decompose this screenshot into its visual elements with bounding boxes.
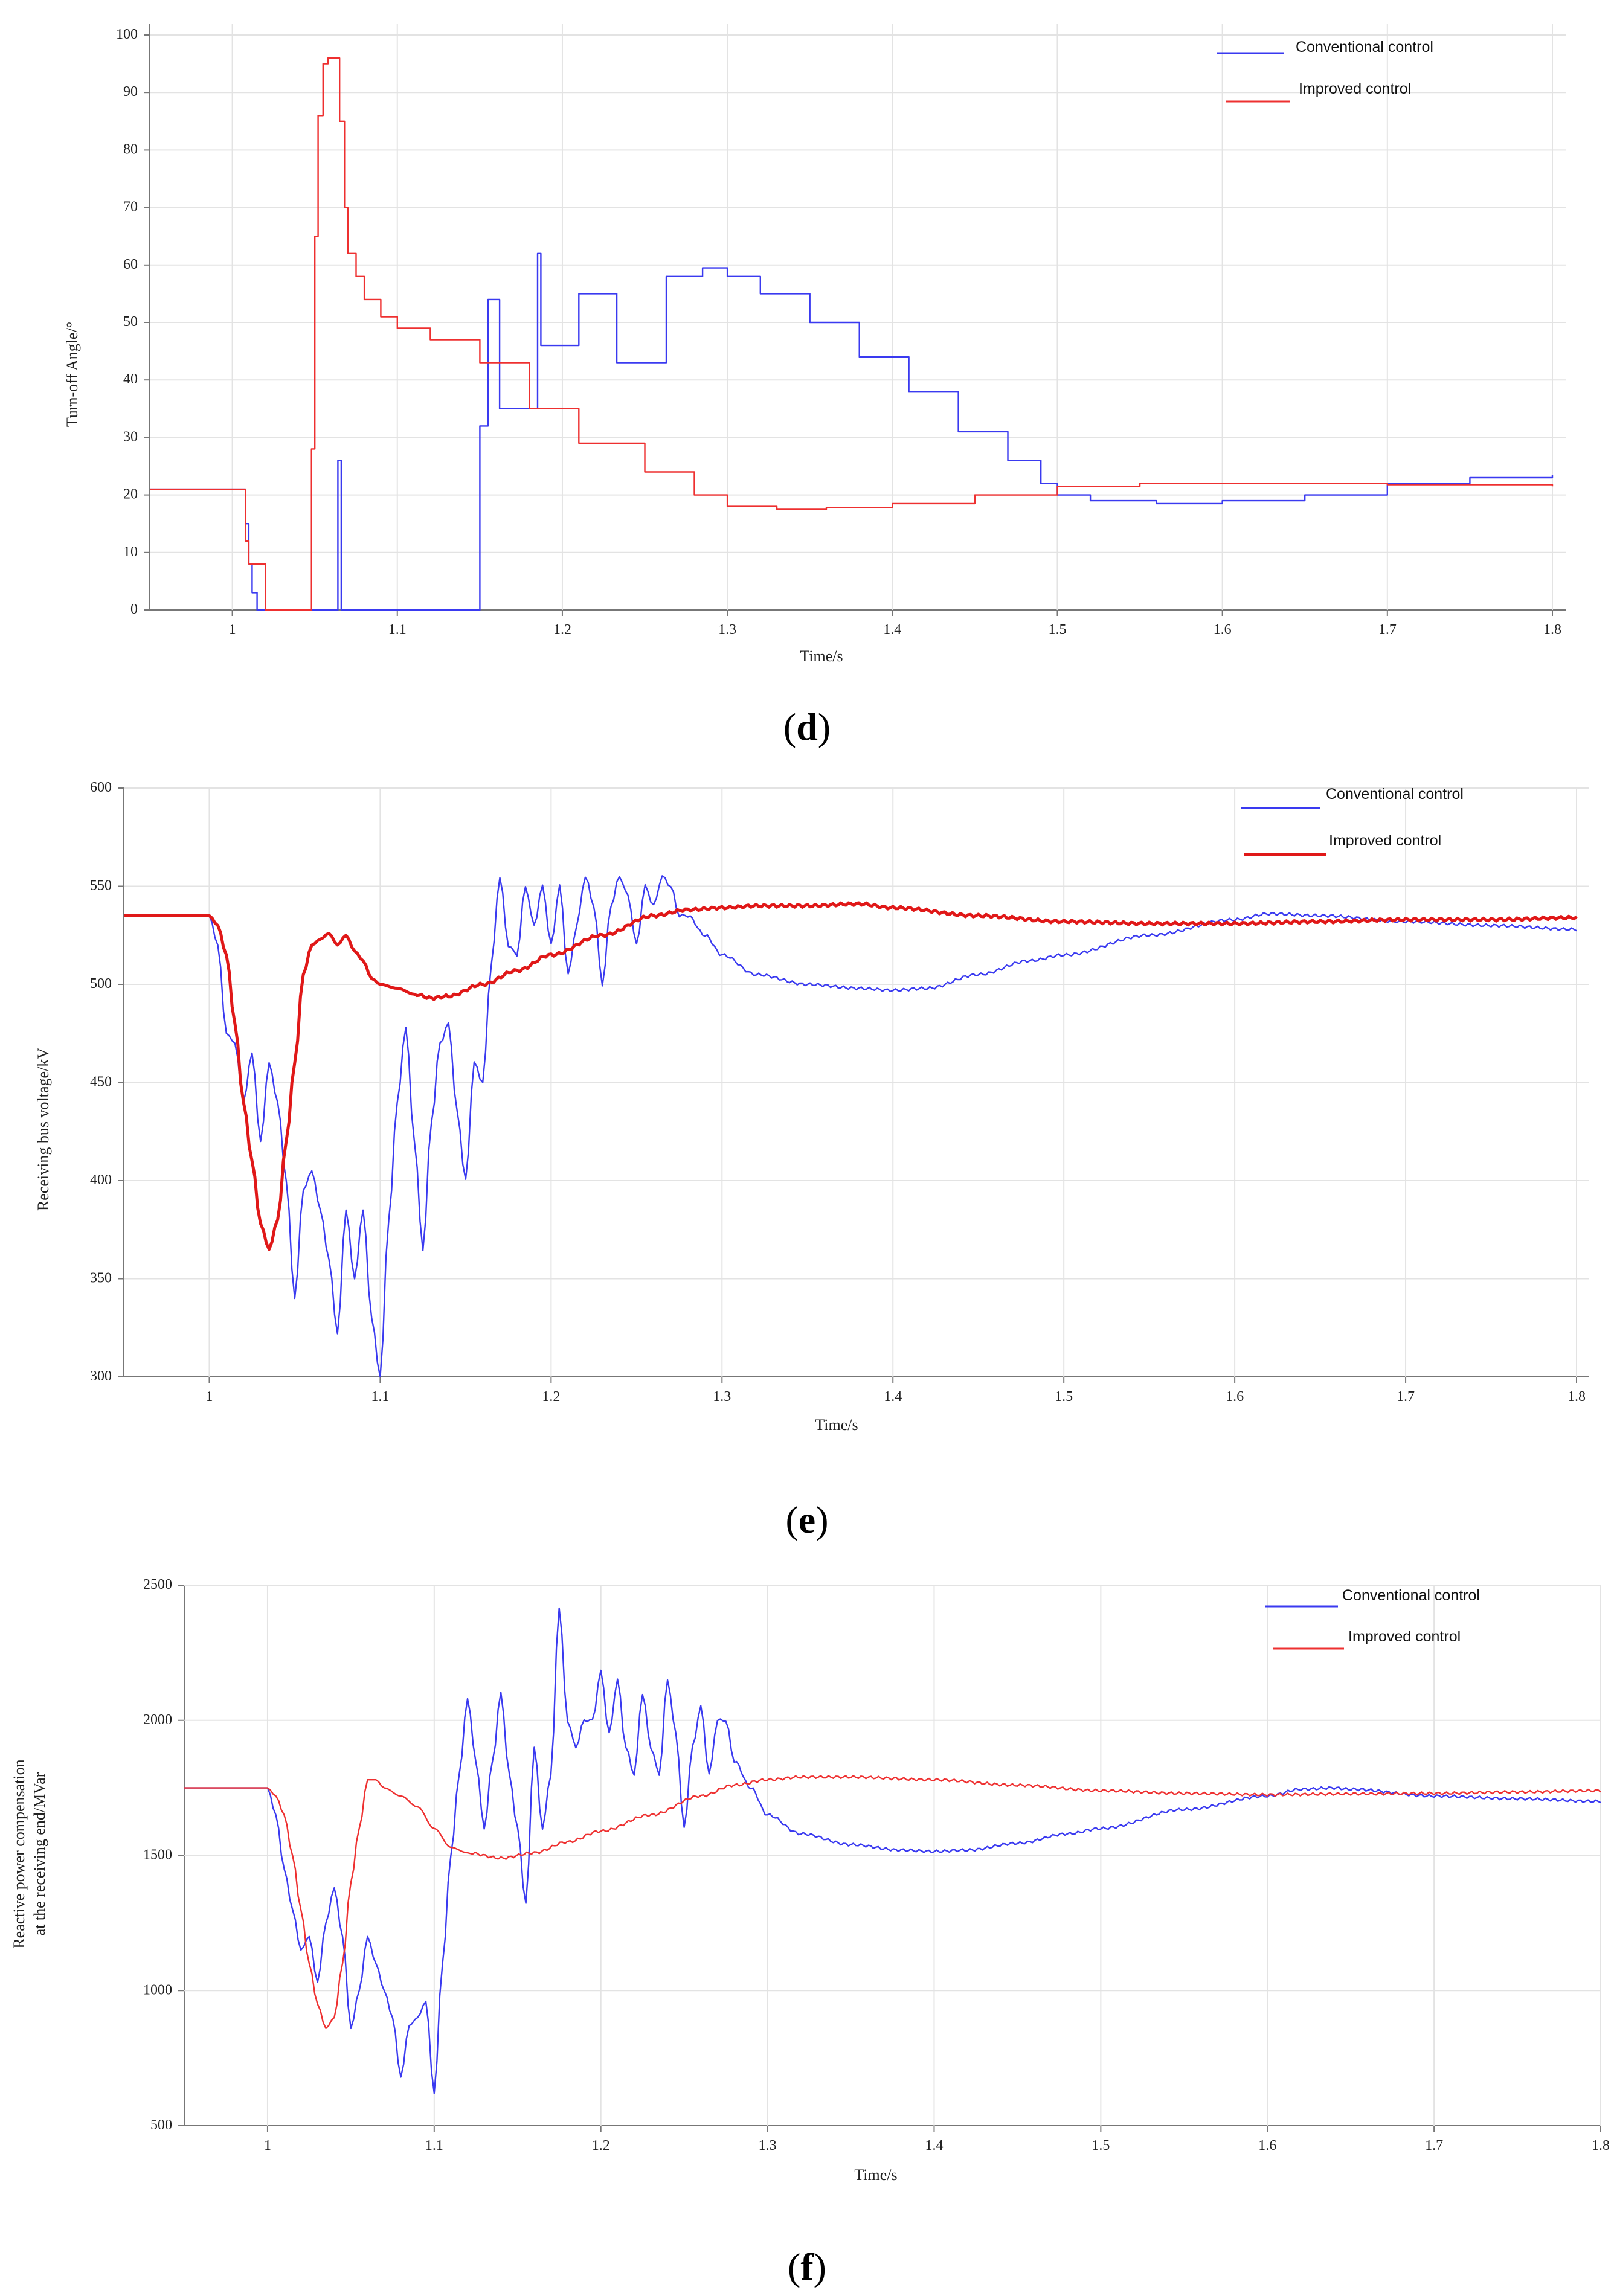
x-tick-label: 1.5 xyxy=(1048,622,1066,638)
series-line-conventional xyxy=(150,252,1554,611)
ticks: 1 1.1 1.2 1.3 1.4 1.5 1.6 1.7 1.8 300 350 400 450 500… xyxy=(90,780,1586,1405)
y-tick-label: 60 xyxy=(123,257,138,272)
x-tick-label: 1.5 xyxy=(1055,1389,1073,1405)
y-tick-label: 2000 xyxy=(143,1712,172,1728)
y-tick-label: 70 xyxy=(123,199,138,215)
series-group xyxy=(124,875,1578,1378)
x-tick-label: 1.4 xyxy=(925,2138,943,2153)
x-tick-label: 1.3 xyxy=(713,1389,731,1405)
y-tick-label: 40 xyxy=(123,371,138,387)
x-tick-label: 1.6 xyxy=(1258,2138,1276,2153)
series-group xyxy=(150,57,1554,611)
x-tick-label: 1.7 xyxy=(1378,622,1397,638)
y-tick-label: 500 xyxy=(150,2117,172,2133)
series-line-conventional xyxy=(124,875,1577,1378)
y-axis-label: Turn-off Angle/° xyxy=(63,322,81,427)
x-tick-label: 1.7 xyxy=(1397,1389,1415,1405)
x-tick-label: 1.8 xyxy=(1592,2138,1610,2153)
x-axis-label: Time/s xyxy=(854,2166,897,2184)
y-axis-label: Receiving bus voltage/kV xyxy=(34,1048,52,1211)
panel-label-e: (e) xyxy=(785,1498,828,1541)
legend-label-improved: Improved control xyxy=(1348,1628,1461,1645)
x-tick-label: 1.8 xyxy=(1543,622,1561,638)
x-tick-label: 1.1 xyxy=(388,622,407,638)
y-tick-label: 500 xyxy=(90,976,112,992)
x-tick-label: 1.4 xyxy=(884,1389,902,1405)
x-tick-label: 1.1 xyxy=(425,2138,443,2153)
y-tick-label: 30 xyxy=(123,429,138,444)
y-axis-label: Reactive power compensation at the recei… xyxy=(10,1759,48,1948)
chart-turn-off-angle: 1 1.1 1.2 1.3 1.4 1.5 1.6 1.7 1.8 0 10 20 30 40 50 60 70… xyxy=(63,24,1566,748)
legend-label-improved: Improved control xyxy=(1299,80,1411,97)
x-axis-label: Time/s xyxy=(815,1416,858,1434)
ticks: 1 1.1 1.2 1.3 1.4 1.5 1.6 1.7 1.8 500 1000 1500 2000… xyxy=(143,1577,1610,2153)
x-tick-label: 1.7 xyxy=(1425,2138,1443,2153)
legend-label-improved: Improved control xyxy=(1329,832,1441,849)
y-tick-label: 1000 xyxy=(143,1982,172,1998)
grid xyxy=(124,787,1589,1377)
y-tick-label: 2500 xyxy=(143,1577,172,1592)
chart-reactive-power-compensation: 1 1.1 1.2 1.3 1.4 1.5 1.6 1.7 1.8 500 1000 1500 2000… xyxy=(10,1577,1610,2288)
panel-label-f: (f) xyxy=(788,2245,826,2288)
series-group xyxy=(184,1607,1601,2094)
chart-receiving-bus-voltage: 1 1.1 1.2 1.3 1.4 1.5 1.6 1.7 1.8 300 350 400 450 500… xyxy=(34,780,1589,1541)
y-tick-label: 300 xyxy=(90,1368,112,1384)
panel-label-d: (d) xyxy=(783,705,831,748)
y-tick-label: 20 xyxy=(123,487,138,502)
y-tick-label: 100 xyxy=(116,27,138,42)
legend-label-conventional: Conventional control xyxy=(1296,39,1433,56)
panel-letter: e xyxy=(799,1498,815,1541)
panel-letter: f xyxy=(800,2245,814,2288)
x-tick-label: 1.2 xyxy=(592,2138,610,2153)
legend: Conventional control Improved control xyxy=(1217,39,1433,103)
series-line-conventional xyxy=(184,1607,1601,2094)
x-tick-label: 1 xyxy=(229,622,236,638)
x-axis-label: Time/s xyxy=(800,647,843,665)
x-tick-label: 1.2 xyxy=(553,622,571,638)
y-tick-label: 1500 xyxy=(143,1847,172,1863)
y-tick-label: 350 xyxy=(90,1271,112,1286)
x-tick-label: 1.4 xyxy=(883,622,901,638)
x-tick-label: 1.2 xyxy=(542,1389,560,1405)
x-tick-label: 1.3 xyxy=(759,2138,777,2153)
y-tick-label: 600 xyxy=(90,780,112,795)
x-tick-label: 1.1 xyxy=(371,1389,389,1405)
y-tick-label: 0 xyxy=(130,601,138,617)
legend: Conventional control Improved control xyxy=(1241,786,1464,856)
grid xyxy=(184,1585,1601,2126)
x-tick-label: 1.6 xyxy=(1226,1389,1244,1405)
x-tick-label: 1.6 xyxy=(1214,622,1232,638)
x-tick-label: 1.5 xyxy=(1092,2138,1110,2153)
x-tick-label: 1.8 xyxy=(1567,1389,1586,1405)
ticks: 1 1.1 1.2 1.3 1.4 1.5 1.6 1.7 1.8 0 10 20 30 40 50 60 70… xyxy=(116,27,1561,638)
y-tick-label: 50 xyxy=(123,314,138,330)
series-line-improved xyxy=(150,57,1554,611)
x-tick-label: 1 xyxy=(264,2138,271,2153)
panel-letter: d xyxy=(796,705,818,748)
legend-label-conventional: Conventional control xyxy=(1326,786,1464,803)
y-tick-label: 10 xyxy=(123,544,138,560)
y-tick-label: 550 xyxy=(90,878,112,894)
y-tick-label: 450 xyxy=(90,1074,112,1090)
x-tick-label: 1.3 xyxy=(718,622,736,638)
y-tick-label: 80 xyxy=(123,141,138,157)
y-tick-label: 400 xyxy=(90,1172,112,1188)
grid xyxy=(150,24,1566,610)
y-tick-label: 90 xyxy=(123,84,138,100)
legend: Conventional control Improved control xyxy=(1265,1587,1480,1650)
series-line-improved xyxy=(184,1775,1601,2030)
y-axis-label-line-1: Reactive power compensation xyxy=(10,1759,28,1948)
x-tick-label: 1 xyxy=(205,1389,213,1405)
legend-label-conventional: Conventional control xyxy=(1342,1587,1480,1604)
series-line-improved xyxy=(124,901,1578,1251)
y-axis-label-line-2: at the receiving end/MVar xyxy=(31,1772,48,1935)
